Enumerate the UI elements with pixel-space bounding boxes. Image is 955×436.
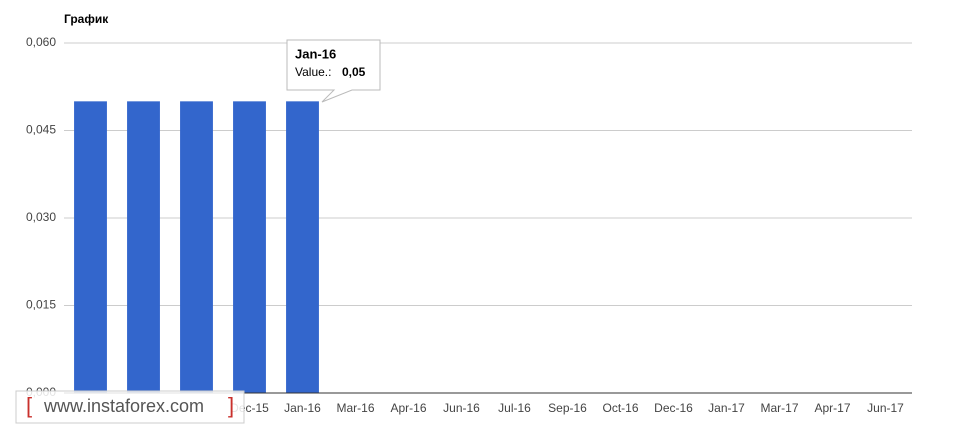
y-tick-label: 0,045 bbox=[26, 123, 56, 137]
x-tick-label: Jul-16 bbox=[498, 401, 531, 415]
bar bbox=[127, 101, 160, 393]
tooltip-value: 0,05 bbox=[342, 65, 366, 79]
x-tick-label: Jan-17 bbox=[708, 401, 745, 415]
x-tick-label: Jun-17 bbox=[867, 401, 904, 415]
tooltip: Jan-16 Value.: 0,05 bbox=[286, 39, 381, 103]
bar bbox=[286, 101, 319, 393]
x-tick-label: Apr-16 bbox=[390, 401, 426, 415]
watermark-bracket: [ bbox=[26, 393, 32, 418]
tooltip-box bbox=[286, 39, 381, 103]
chart-title: График bbox=[64, 12, 109, 26]
y-tick-label: 0,015 bbox=[26, 298, 56, 312]
x-tick-label: Mar-16 bbox=[336, 401, 374, 415]
watermark-box bbox=[15, 390, 245, 424]
tooltip-title: Jan-16 bbox=[295, 46, 336, 61]
y-tick-label: 0,060 bbox=[26, 35, 56, 49]
y-tick-label: 0,030 bbox=[26, 210, 56, 224]
x-tick-label: Jan-16 bbox=[284, 401, 321, 415]
x-tick-label: Apr-17 bbox=[814, 401, 850, 415]
watermark-text: www.instaforex.com bbox=[43, 396, 204, 416]
watermark-bracket: ] bbox=[228, 393, 234, 418]
watermark: [ www.instaforex.com ] bbox=[15, 390, 245, 424]
x-tick-label: Dec-16 bbox=[654, 401, 693, 415]
x-tick-label: Sep-16 bbox=[548, 401, 587, 415]
bar bbox=[233, 101, 266, 393]
x-tick-label: Oct-16 bbox=[602, 401, 638, 415]
tooltip-label: Value.: bbox=[295, 65, 331, 79]
x-tick-label: Jun-16 bbox=[443, 401, 480, 415]
x-tick-label: Mar-17 bbox=[760, 401, 798, 415]
bar bbox=[74, 101, 107, 393]
bar bbox=[180, 101, 213, 393]
